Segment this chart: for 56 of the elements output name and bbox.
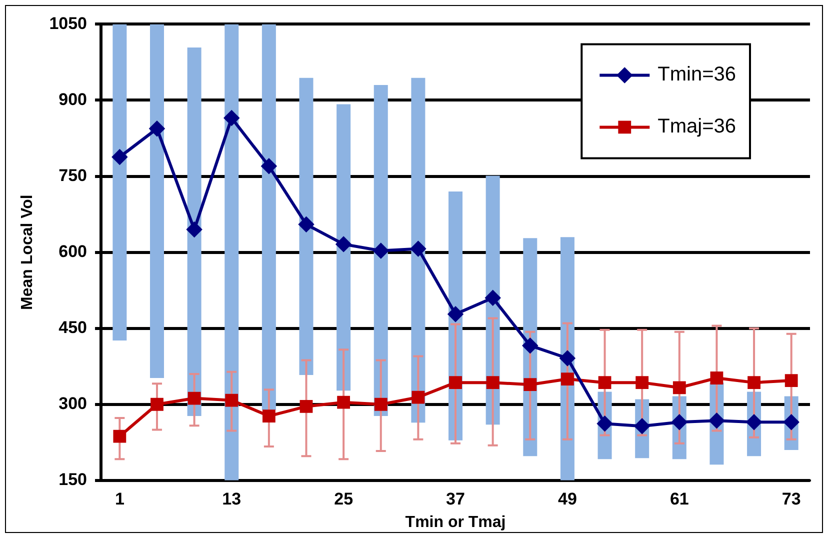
point (561, 372, 574, 386)
point (374, 398, 388, 411)
legend-label: Tmin=36 (658, 64, 736, 86)
legend-label: Tmaj=36 (658, 116, 736, 138)
point (261, 158, 276, 174)
point (113, 430, 126, 443)
point (634, 418, 650, 434)
x-axis-title: Tmin or Tmaj (405, 514, 506, 531)
point (672, 381, 686, 394)
point (149, 121, 164, 136)
point (748, 376, 760, 390)
y-tick-label: 600 (58, 242, 88, 261)
point (524, 378, 537, 392)
point (598, 376, 612, 390)
point (224, 110, 240, 126)
point (746, 414, 762, 430)
x-tick-label: 49 (558, 489, 577, 508)
point (709, 413, 724, 428)
point (784, 374, 798, 387)
y-tick-label: 1050 (49, 14, 88, 33)
point (449, 376, 462, 390)
point (710, 372, 724, 384)
x-tick-label: 25 (334, 489, 354, 508)
point (412, 390, 425, 404)
x-tick-label: 37 (446, 489, 465, 508)
x-tick-label: 61 (670, 489, 689, 508)
x-tick-label: 73 (782, 489, 801, 508)
y-tick-label: 450 (58, 318, 88, 338)
point (672, 414, 687, 430)
point (784, 414, 799, 430)
point (522, 338, 538, 354)
point (337, 396, 350, 409)
point (188, 392, 201, 405)
point (410, 241, 426, 256)
x-tick-label: 1 (114, 489, 124, 508)
point (150, 398, 164, 411)
point (486, 376, 500, 390)
y-tick-label: 900 (58, 90, 88, 109)
point (560, 350, 575, 366)
point (186, 222, 202, 237)
y-tick-label: 750 (58, 166, 88, 185)
point (636, 376, 649, 390)
point (448, 306, 464, 322)
point (298, 216, 314, 232)
point (336, 236, 352, 252)
y-tick-label: 300 (58, 394, 88, 414)
point (112, 150, 128, 165)
x-tick-label: 13 (222, 489, 242, 508)
point (225, 394, 238, 407)
y-tick-label: 150 (58, 470, 88, 490)
point (262, 410, 276, 422)
y-axis-title: Mean Local Vol (19, 194, 36, 310)
point (485, 290, 500, 306)
point (597, 416, 612, 432)
point (373, 243, 388, 258)
point (300, 400, 313, 413)
